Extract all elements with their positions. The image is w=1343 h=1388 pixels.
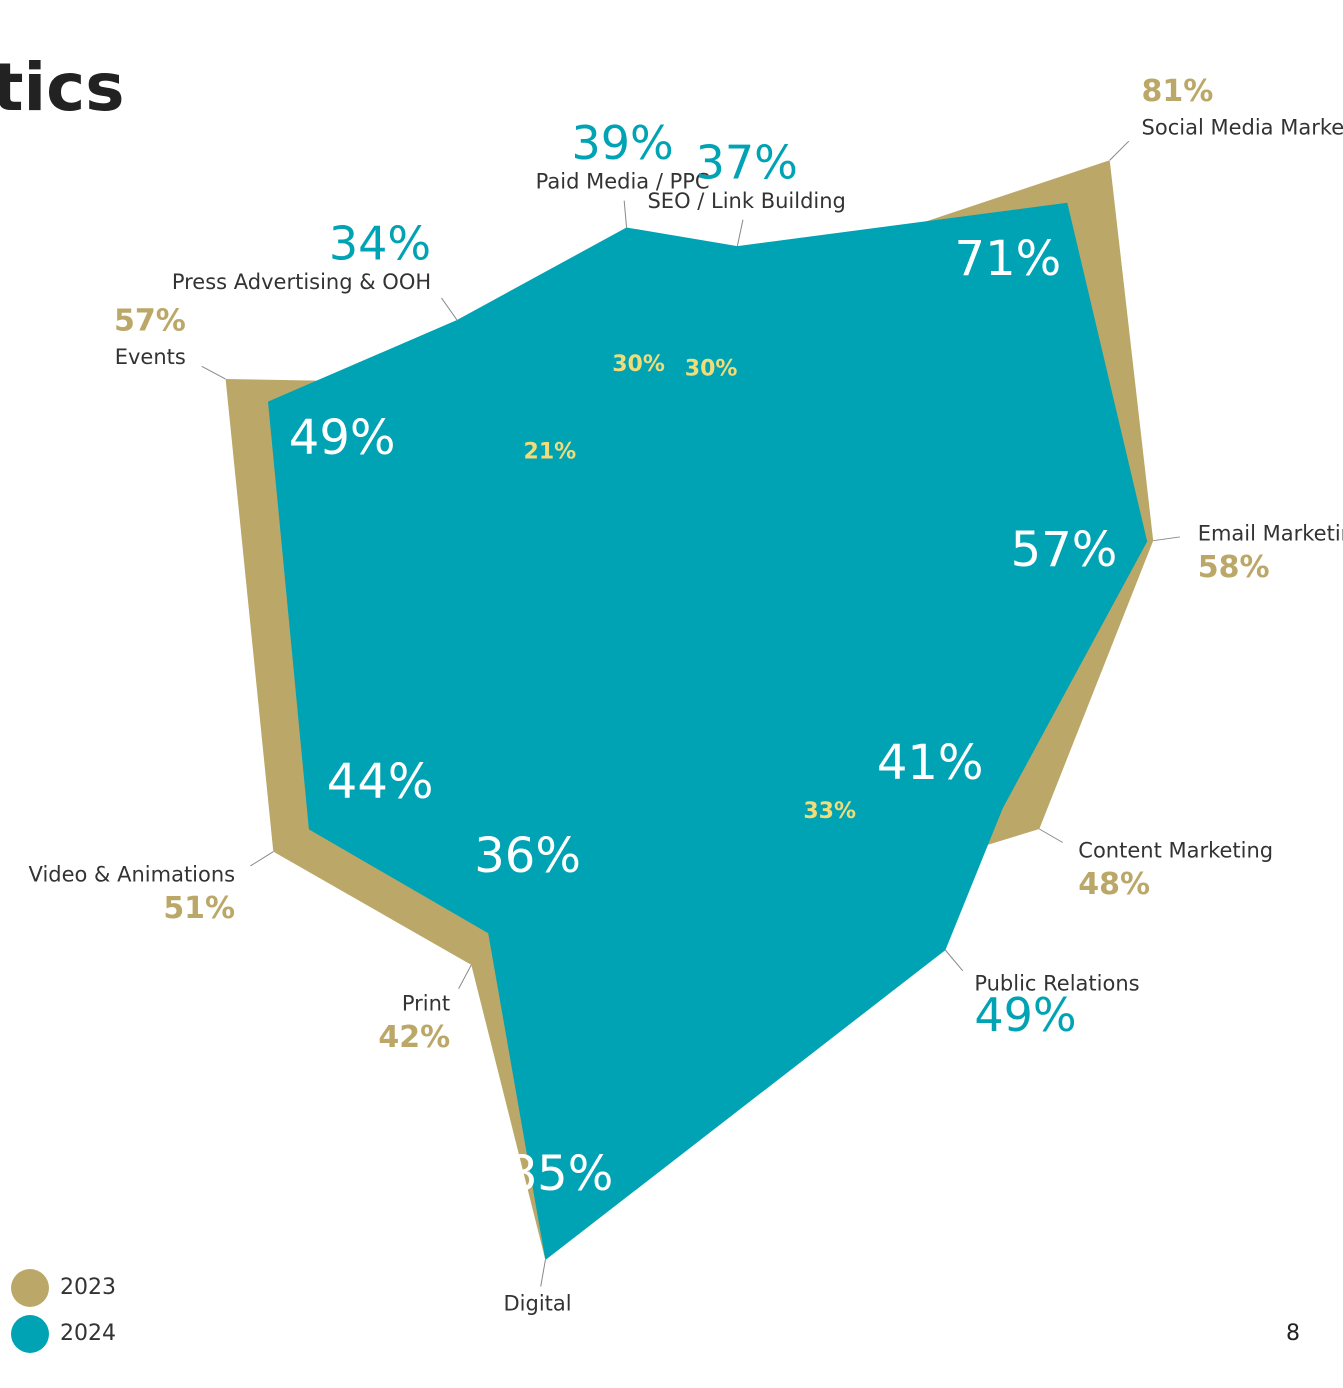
category-label: SEO / Link Building [647,189,845,213]
legend-label: 2024 [60,1321,116,1346]
value-label: 58% [1198,550,1270,585]
value-label: 71% [955,231,1062,287]
value-label: 36% [474,828,581,884]
category-label: Video & Animations [29,862,236,886]
value-label: 39% [571,116,673,170]
page-number: 8 [1286,1321,1300,1346]
category-label: Public Relations [974,972,1139,996]
category-label: Paid Media / PPC [536,170,710,194]
legend-label: 2023 [60,1275,116,1300]
value-label: 37% [696,136,798,190]
value-label: 42% [378,1020,450,1055]
category-label: Digital [504,1291,572,1315]
leader-line [623,200,628,228]
value-label: 85% [507,1146,614,1202]
leader-line [250,851,274,867]
value-label: 49% [289,410,396,466]
value-label: 33% [803,799,856,824]
leader-line [540,1259,546,1287]
value-label: 34% [329,217,431,271]
leader-line [441,297,458,321]
value-label: 57% [114,303,186,338]
category-label: Events [115,345,186,369]
value-label: 49% [974,988,1076,1042]
value-label: 44% [327,754,434,810]
leader-line [1153,536,1180,542]
value-label: 30% [685,356,738,381]
leader-line [736,219,744,247]
legend-swatch [11,1315,49,1353]
value-label: 41% [877,735,984,791]
leader-line [1109,140,1130,161]
legend-swatch [11,1269,49,1307]
value-label: 30% [612,352,665,377]
category-label: Social Media Marketing [1142,115,1343,139]
category-label: Email Marketing [1198,521,1343,545]
value-label: 81% [1142,74,1214,109]
leader-line [1039,828,1063,843]
series-area [268,202,1148,1261]
leader-line [945,949,964,972]
value-label: 57% [1011,522,1118,578]
leader-line [458,964,472,990]
value-label: 48% [1078,867,1150,902]
category-label: Print [402,992,450,1016]
category-label: Content Marketing [1078,839,1273,863]
category-label: Press Advertising & OOH [172,270,431,294]
value-label: 21% [524,440,577,465]
leader-line [201,365,226,380]
chart-title: tics [0,49,125,126]
value-label: 51% [163,891,235,926]
